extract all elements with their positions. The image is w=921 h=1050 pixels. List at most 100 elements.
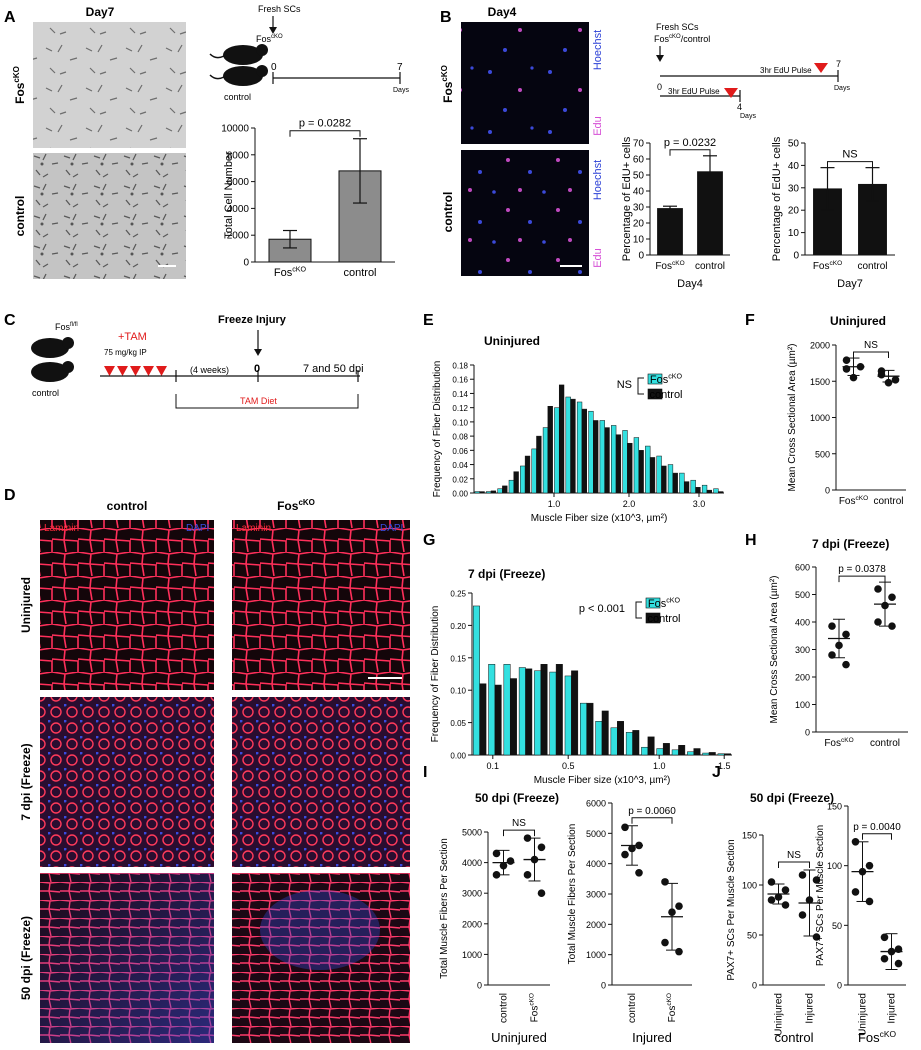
j2-category-label: Uninjured	[858, 993, 869, 1036]
svg-text:FoscKO: FoscKO	[655, 260, 684, 272]
g-bar	[503, 664, 511, 756]
panel-b: B Day4 FoscKO control Hoechst Edu Hoechs…	[440, 5, 895, 290]
b-fresh-tail: /control	[681, 34, 711, 44]
e-ytick-label: 0.14	[452, 390, 468, 399]
c-weeks: (4 weeks)	[190, 365, 229, 375]
i2-point	[628, 844, 636, 853]
g-xtick-label: 0.5	[562, 761, 575, 771]
j2-point	[894, 945, 903, 953]
i1-point	[523, 834, 532, 842]
a-row-control: control	[13, 196, 27, 237]
i2-ytick-label: 5000	[586, 829, 606, 839]
c-mouse-icon-1	[31, 337, 74, 358]
i2-x-label: Injured	[632, 1030, 672, 1045]
j2-y-label: PAX7+ SCs Per Muscle Section	[815, 825, 826, 966]
f-point	[891, 376, 900, 384]
a-row-fos-sup: cKO	[12, 66, 21, 82]
panel-letter-e: E	[423, 312, 434, 329]
f-ytick-label: 500	[815, 449, 830, 459]
b-hoechst-1: Hoechst	[592, 30, 604, 70]
d-img-fos-uninjured	[232, 520, 410, 690]
g-bar	[632, 730, 640, 756]
a-sig-bracket	[289, 130, 361, 137]
svg-text:control: control	[873, 496, 903, 507]
i2-point	[635, 868, 643, 877]
b-fresh-scs: Fresh SCs	[656, 22, 699, 32]
c-dose: 75 mg/kg IP	[104, 348, 147, 357]
f-ytick-label: 1500	[810, 377, 830, 387]
g-bar	[488, 664, 496, 756]
e-legend-swatch	[647, 373, 663, 385]
svg-text:FoscKO: FoscKO	[666, 993, 678, 1022]
c-mouse-fos: Fos	[55, 322, 71, 332]
a-t0: 0	[271, 62, 277, 73]
g-bar	[687, 751, 695, 756]
g-bar	[509, 678, 517, 756]
b2-ytick-label: 0	[793, 251, 799, 262]
c-tam-triangle	[130, 366, 141, 376]
g-title: 7 dpi (Freeze)	[468, 567, 545, 581]
e-bar	[588, 410, 594, 494]
e-bar	[701, 484, 708, 494]
svg-text:Fosfl/fl: Fosfl/fl	[55, 322, 78, 332]
g-legend-label: FoscKO	[648, 597, 681, 610]
i1-ytick-label: 3000	[462, 889, 482, 899]
j2-ytick-label: 50	[832, 921, 842, 931]
j1-point	[812, 876, 821, 884]
a-category-label: FoscKO	[274, 266, 307, 279]
i2-ytick-label: 3000	[586, 890, 606, 900]
g-xtick-label: 0.1	[487, 761, 500, 771]
g-bar	[671, 749, 679, 756]
e-legend-label: control	[649, 389, 682, 401]
svg-text:control: control	[695, 261, 725, 272]
i2-point	[635, 841, 643, 850]
f-sig-bracket	[853, 351, 889, 359]
d-dapi-2: DAPI	[380, 523, 403, 534]
e-bar	[508, 479, 515, 494]
c-tam-triangle	[156, 366, 167, 376]
panel-letter-g: G	[423, 532, 435, 549]
e-bar	[474, 491, 480, 494]
b2-x-label: Day7	[837, 278, 863, 290]
b-fresh-fos: Fos	[654, 34, 670, 44]
b-hoechst-2: Hoechst	[592, 160, 604, 200]
j2-point	[880, 933, 889, 942]
g-bar	[717, 753, 725, 756]
a-bar-chart: 0 2000 4000 6000 8000 10000 FoscKO control p = 0…	[221, 118, 395, 279]
e-ytick-label: 0.04	[452, 461, 468, 470]
j1-title: 50 dpi (Freeze)	[750, 791, 834, 805]
i1-point	[492, 871, 501, 879]
svg-text:control: control	[857, 261, 887, 272]
b-pulse-1: 3hr EdU Pulse	[668, 87, 720, 96]
j2-point	[865, 861, 874, 870]
b2-ytick-label: 50	[788, 139, 800, 150]
svg-text:FoscKO: FoscKO	[650, 373, 683, 386]
i1-x-label: Uninjured	[491, 1030, 547, 1045]
i1-ytick-label: 5000	[462, 828, 482, 838]
j1-point	[781, 901, 790, 909]
d-img-fos-50dpi	[232, 873, 410, 1043]
j1-point	[812, 933, 821, 941]
i1-point	[506, 857, 515, 865]
c-mouse-control: control	[32, 388, 59, 398]
g-bar	[601, 710, 609, 756]
g-bar	[656, 748, 664, 756]
g-sig-label: p < 0.001	[579, 603, 625, 615]
b-pulse-2: 3hr EdU Pulse	[760, 66, 812, 75]
j2-sig-label: p = 0.0040	[853, 822, 901, 833]
g-histogram: 0.00 0.05 0.10 0.15 0.20 0.25 0.1 0.5 1.0 1.5 Musc…	[430, 567, 732, 786]
a-ytick-label: 8000	[227, 150, 250, 161]
h-ytick-label: 600	[795, 563, 810, 573]
e-bar	[497, 488, 503, 494]
c-diet: TAM Diet	[240, 396, 277, 406]
c-tam-triangle	[117, 366, 128, 376]
f-ytick-label: 0	[825, 486, 830, 496]
g-bar	[549, 671, 557, 756]
e-bar	[542, 427, 549, 494]
e-bar	[554, 407, 560, 494]
h-ytick-label: 400	[795, 618, 810, 628]
i1-sig-bracket	[503, 829, 535, 837]
f-point	[849, 373, 858, 382]
e-ytick-label: 0.12	[452, 404, 468, 413]
j1-x-label: control	[774, 1030, 813, 1045]
